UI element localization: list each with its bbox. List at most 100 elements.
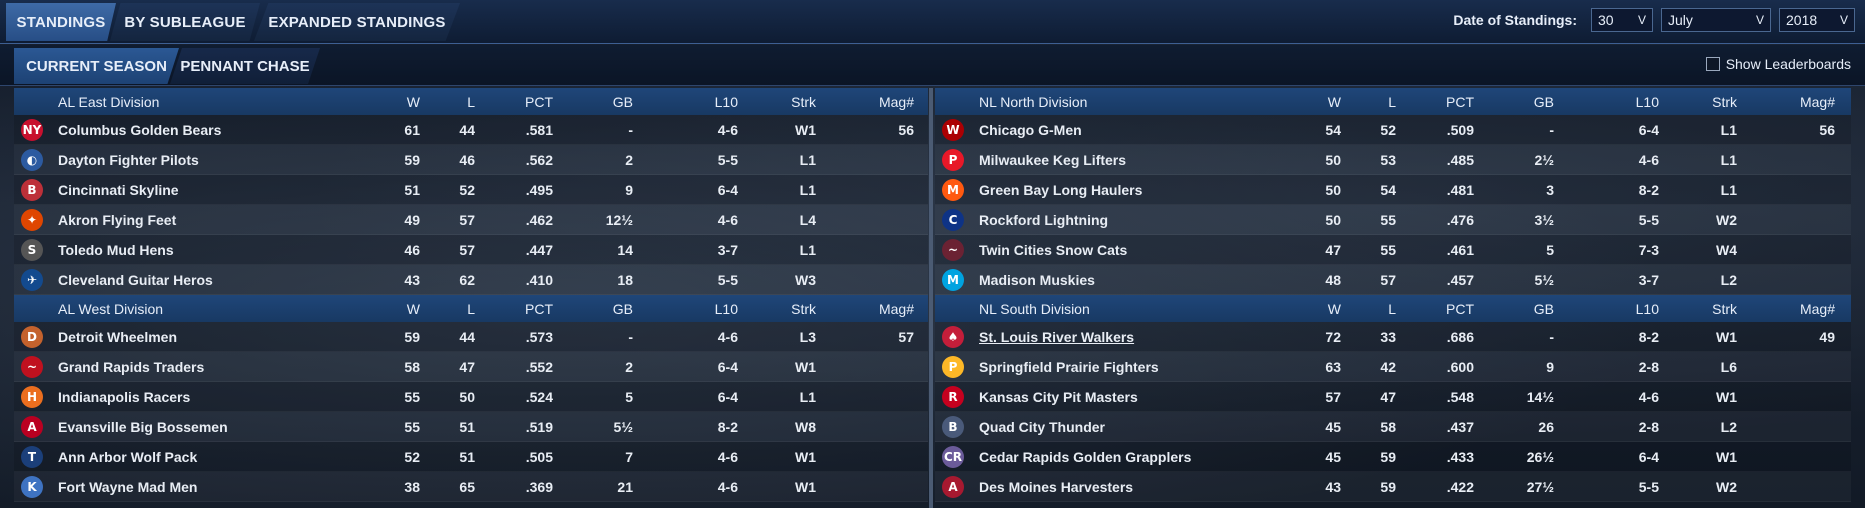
team-name[interactable]: Dayton Fighter Pilots [58, 151, 199, 168]
team-losses: 59 [1380, 448, 1396, 465]
al-west-table: AL West Division W L PCT GB L10 Strk Mag# D Detro… [14, 295, 928, 502]
col-header-w[interactable]: W [406, 300, 420, 317]
team-logo-cell: K [14, 475, 50, 498]
show-leaderboards-toggle[interactable]: Show Leaderboards [1705, 56, 1851, 72]
team-gb: 18 [617, 271, 633, 288]
col-header-pct[interactable]: PCT [525, 300, 553, 317]
team-row[interactable]: C Rockford Lightning 50 55 .476 3½ 5-5 W2 [935, 205, 1851, 235]
col-header-mag[interactable]: Mag# [1799, 300, 1835, 317]
col-header-l[interactable]: L [1388, 300, 1396, 317]
col-header-strk[interactable]: Strk [791, 93, 816, 110]
team-name[interactable]: Green Bay Long Haulers [979, 181, 1143, 198]
col-header-gb[interactable]: GB [1533, 93, 1554, 110]
team-row[interactable]: CR Cedar Rapids Golden Grapplers 45 59 .433 2… [935, 442, 1851, 472]
year-select[interactable]: 2018 V [1779, 8, 1855, 32]
col-header-gb[interactable]: GB [1533, 300, 1554, 317]
team-name[interactable]: Chicago G-Men [979, 121, 1082, 138]
team-name[interactable]: Columbus Golden Bears [58, 121, 222, 138]
team-row[interactable]: H Indianapolis Racers 55 50 .524 5 6-4 L1 [14, 382, 928, 412]
team-name-link[interactable]: St. Louis River Walkers [979, 328, 1135, 345]
team-row[interactable]: P Springfield Prairie Fighters 63 42 .600 9 2-… [935, 352, 1851, 382]
team-row[interactable]: T Ann Arbor Wolf Pack 52 51 .505 7 4-6 W1 [14, 442, 928, 472]
col-header-l10[interactable]: L10 [714, 93, 738, 110]
team-row[interactable]: NY Columbus Golden Bears 61 44 .581 - 4-6 W1 56 [14, 115, 928, 145]
team-name[interactable]: Cedar Rapids Golden Grapplers [979, 448, 1192, 465]
team-row[interactable]: A Des Moines Harvesters 43 59 .422 27½ 5-5 W2 [935, 472, 1851, 502]
day-select[interactable]: 30 V [1591, 8, 1653, 32]
team-wins: 43 [404, 271, 420, 288]
col-header-l[interactable]: L [467, 300, 475, 317]
team-name[interactable]: Akron Flying Feet [58, 211, 177, 228]
royals-style-logo-icon: K [21, 475, 43, 498]
col-header-strk[interactable]: Strk [1712, 300, 1737, 317]
team-name[interactable]: Indianapolis Racers [58, 388, 191, 405]
team-row[interactable]: A Evansville Big Bossemen 55 51 .519 5½ 8-2 W8 [14, 412, 928, 442]
col-header-gb[interactable]: GB [612, 93, 633, 110]
team-row[interactable]: ✈ Cleveland Guitar Heros 43 62 .410 18 5-5 W3 [14, 265, 928, 295]
tab-expanded-standings[interactable]: EXPANDED STANDINGS [254, 3, 460, 41]
team-name[interactable]: Ann Arbor Wolf Pack [58, 448, 198, 465]
team-row[interactable]: W Chicago G-Men 54 52 .509 - 6-4 L1 56 [935, 115, 1851, 145]
team-row[interactable]: ~ Grand Rapids Traders 58 47 .552 2 6-4 W1 [14, 352, 928, 382]
team-name[interactable]: Madison Muskies [979, 271, 1095, 288]
team-name[interactable]: Kansas City Pit Masters [979, 388, 1138, 405]
team-row[interactable]: ~ Twin Cities Snow Cats 47 55 .461 5 7-3 W4 [935, 235, 1851, 265]
col-header-mag[interactable]: Mag# [878, 93, 914, 110]
team-row[interactable]: B Cincinnati Skyline 51 52 .495 9 6-4 L1 [14, 175, 928, 205]
team-row[interactable]: S Toledo Mud Hens 46 57 .447 14 3-7 L1 [14, 235, 928, 265]
team-streak: W1 [795, 121, 816, 138]
team-name[interactable]: Detroit Wheelmen [58, 328, 178, 345]
team-row[interactable]: M Madison Muskies 48 57 .457 5½ 3-7 L2 [935, 265, 1851, 295]
team-row[interactable]: P Milwaukee Keg Lifters 50 53 .485 2½ 4-6 L1 [935, 145, 1851, 175]
team-row[interactable]: D Detroit Wheelmen 59 44 .573 - 4-6 L3 57 [14, 322, 928, 352]
team-row[interactable]: K Fort Wayne Mad Men 38 65 .369 21 4-6 W1 [14, 472, 928, 502]
team-name[interactable]: Fort Wayne Mad Men [58, 478, 198, 495]
team-row[interactable]: ♠ St. Louis River Walkers 72 33 .686 - 8-2 W1 49 [935, 322, 1851, 352]
col-header-pct[interactable]: PCT [525, 93, 553, 110]
col-header-gb[interactable]: GB [612, 300, 633, 317]
team-row[interactable]: B Quad City Thunder 45 58 .437 26 2-8 L2 [935, 412, 1851, 442]
team-pct: .686 [1446, 328, 1474, 345]
team-name[interactable]: Des Moines Harvesters [979, 478, 1134, 495]
tab-by-subleague[interactable]: BY SUBLEAGUE [110, 3, 260, 41]
team-name[interactable]: St. Louis River Walkers [971, 329, 1271, 345]
team-name[interactable]: Grand Rapids Traders [58, 358, 205, 375]
team-row[interactable]: ✦ Akron Flying Feet 49 57 .462 12½ 4-6 L4 [14, 205, 928, 235]
col-header-l[interactable]: L [467, 93, 475, 110]
month-select[interactable]: July V [1661, 8, 1771, 32]
team-logo-cell: ✦ [14, 208, 50, 231]
team-name[interactable]: Springfield Prairie Fighters [979, 358, 1159, 375]
team-name[interactable]: Twin Cities Snow Cats [979, 241, 1128, 258]
tab-pennant-chase[interactable]: PENNANT CHASE [170, 48, 320, 84]
col-header-l10[interactable]: L10 [1635, 93, 1659, 110]
col-header-mag[interactable]: Mag# [1799, 93, 1835, 110]
col-header-pct[interactable]: PCT [1446, 93, 1474, 110]
col-header-pct[interactable]: PCT [1446, 300, 1474, 317]
team-name[interactable]: Cincinnati Skyline [58, 181, 179, 198]
team-row[interactable]: M Green Bay Long Haulers 50 54 .481 3 8-2 L1 [935, 175, 1851, 205]
team-name[interactable]: Toledo Mud Hens [58, 241, 174, 258]
tab-standings[interactable]: STANDINGS [6, 3, 116, 41]
col-header-l10[interactable]: L10 [1635, 300, 1659, 317]
col-header-strk[interactable]: Strk [791, 300, 816, 317]
team-row[interactable]: R Kansas City Pit Masters 57 47 .548 14½ 4-6 W1 [935, 382, 1851, 412]
tab-current-season[interactable]: CURRENT SEASON [14, 48, 179, 84]
col-header-w[interactable]: W [1327, 300, 1341, 317]
team-last10: 4-6 [717, 121, 738, 138]
col-header-l10[interactable]: L10 [714, 300, 738, 317]
team-losses: 55 [1380, 211, 1396, 228]
col-header-w[interactable]: W [406, 93, 420, 110]
team-name[interactable]: Rockford Lightning [979, 211, 1109, 228]
leaderboards-checkbox[interactable] [1705, 57, 1720, 71]
team-row[interactable]: ◐ Dayton Fighter Pilots 59 46 .562 2 5-5 L1 [14, 145, 928, 175]
team-name[interactable]: Milwaukee Keg Lifters [979, 151, 1127, 168]
col-header-l[interactable]: L [1388, 93, 1396, 110]
col-header-strk[interactable]: Strk [1712, 93, 1737, 110]
team-name[interactable]: Evansville Big Bossemen [58, 418, 228, 435]
col-header-mag[interactable]: Mag# [878, 300, 914, 317]
chevron-down-icon: V [1755, 13, 1764, 27]
col-header-w[interactable]: W [1327, 93, 1341, 110]
team-name[interactable]: Quad City Thunder [979, 418, 1105, 435]
team-name[interactable]: Cleveland Guitar Heros [58, 271, 213, 288]
team-gb: 27½ [1526, 478, 1554, 495]
